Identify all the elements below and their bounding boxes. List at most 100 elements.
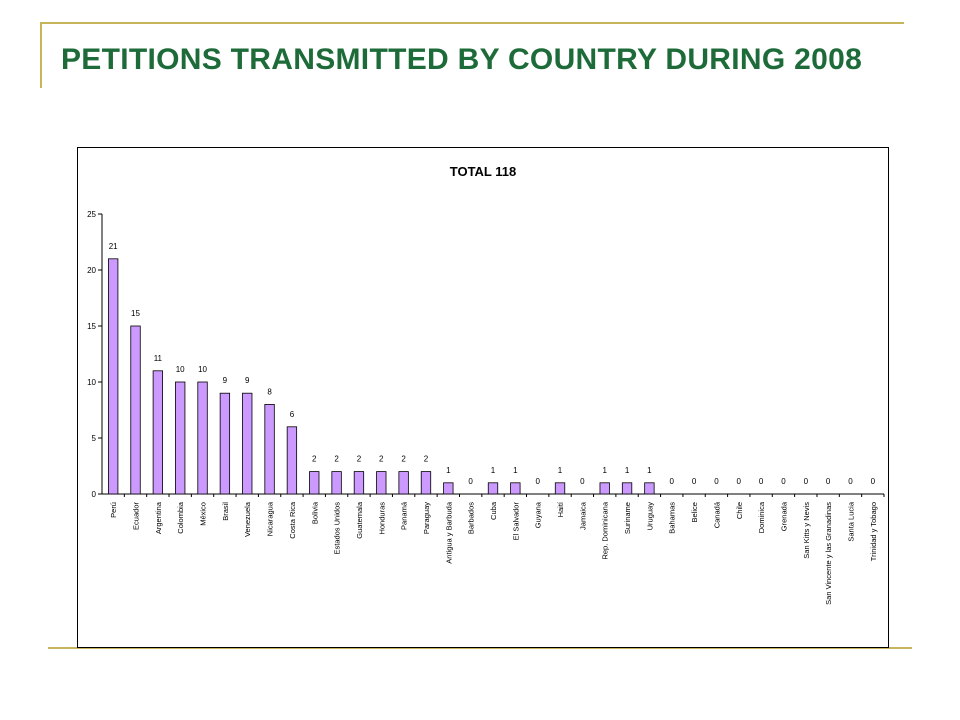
data-label: 0 (871, 477, 876, 486)
category-label: Cuba (489, 501, 498, 520)
data-label: 2 (312, 455, 317, 464)
data-label: 1 (625, 466, 630, 475)
data-label: 1 (558, 466, 563, 475)
category-label: Guyana (534, 501, 543, 528)
data-label: 21 (109, 242, 118, 251)
bar (599, 482, 610, 495)
y-tick-label: 10 (87, 378, 96, 387)
data-label: 1 (513, 466, 518, 475)
bar (510, 482, 521, 495)
category-label: San Kitts y Nevis (802, 502, 811, 559)
bar (621, 482, 633, 495)
data-label: 8 (267, 387, 272, 396)
data-label: 2 (379, 455, 384, 464)
category-label: Belice (690, 502, 699, 522)
category-label: Rep. Dominicana (601, 501, 610, 559)
category-label: Chile (735, 502, 744, 519)
category-label: Colombia (176, 501, 185, 534)
data-label: 0 (737, 477, 742, 486)
data-label: 0 (670, 477, 675, 486)
bar (242, 392, 253, 495)
category-label: Bolivia (310, 501, 319, 524)
y-tick-label: 25 (87, 210, 96, 219)
category-label: Venezuela (243, 501, 252, 537)
chart-frame: TOTAL 118 0 5 10 15 20 25 21 15 11 10 10 9 9 8 6 2 2 2 2 2… (77, 147, 889, 648)
category-label: Grenada (779, 501, 788, 531)
data-label: 9 (223, 376, 228, 385)
y-axis-ticks: 0 5 10 15 20 25 (87, 210, 102, 499)
data-label: 0 (804, 477, 809, 486)
data-label: 2 (357, 455, 362, 464)
bar (376, 471, 387, 495)
category-label: Barbados (467, 502, 476, 534)
data-label: 11 (154, 354, 163, 363)
category-label: Argentina (154, 501, 163, 534)
bar (175, 381, 186, 495)
category-label: Brasil (221, 502, 230, 521)
bar (353, 471, 365, 495)
data-label: 0 (826, 477, 831, 486)
category-label: Estados Unidos (333, 502, 342, 555)
slide-title: PETITIONS TRANSMITTED BY COUNTRY DURING … (61, 43, 863, 76)
data-label: 0 (759, 477, 764, 486)
category-label: Guatemala (355, 501, 364, 539)
bar (487, 482, 499, 495)
data-label: 2 (334, 455, 339, 464)
category-label: México (199, 502, 208, 526)
category-label: San Vincente y las Granadinas (824, 502, 833, 605)
category-label: Bahamas (668, 502, 677, 534)
category-label: Jamaica (578, 501, 587, 530)
data-label: 0 (848, 477, 853, 486)
decorative-bottom-rule (48, 647, 912, 649)
y-tick-label: 15 (87, 322, 96, 331)
data-label: 1 (647, 466, 652, 475)
category-label: Ecuador (132, 502, 141, 530)
category-label: Santa Lucia (846, 501, 855, 541)
bar (264, 403, 275, 495)
bar (554, 482, 566, 495)
decorative-left-rule (40, 22, 42, 88)
category-label: Canadá (712, 501, 721, 528)
data-label: 2 (401, 455, 406, 464)
data-label: 1 (602, 466, 607, 475)
data-label: 15 (131, 309, 140, 318)
category-label: Perú (109, 502, 118, 518)
category-label: Costa Rica (288, 501, 297, 539)
data-label: 0 (580, 477, 585, 486)
bar (219, 392, 231, 495)
category-label: Dominica (757, 501, 766, 533)
data-label: 2 (424, 455, 429, 464)
category-label: Trinidad y Tobago (869, 502, 878, 561)
data-label: 0 (692, 477, 697, 486)
bar (108, 258, 119, 495)
data-label: 0 (535, 477, 540, 486)
category-label: Paraguay (422, 502, 431, 534)
category-label: El Salvador (511, 502, 520, 541)
data-label: 6 (290, 410, 295, 419)
category-label: Panamá (400, 501, 409, 530)
category-label: Nicaragua (266, 501, 275, 536)
chart-title: TOTAL 118 (450, 164, 516, 179)
data-label: 0 (714, 477, 719, 486)
data-label: 10 (198, 365, 207, 374)
bar (309, 471, 320, 495)
category-label: Honduras (377, 502, 386, 535)
category-label: Suriname (623, 502, 632, 534)
bar (152, 370, 164, 495)
bar (331, 471, 342, 495)
bar (286, 426, 298, 495)
data-label: 9 (245, 376, 250, 385)
data-label: 10 (176, 365, 185, 374)
bar (644, 482, 655, 495)
y-tick-label: 5 (92, 434, 97, 443)
bar (398, 471, 409, 495)
bar (197, 381, 208, 495)
y-tick-label: 20 (87, 266, 96, 275)
y-tick-label: 0 (92, 490, 97, 499)
data-label: 0 (781, 477, 786, 486)
bar (443, 482, 454, 495)
bar (420, 471, 432, 495)
category-label: Uruguay (645, 502, 654, 531)
